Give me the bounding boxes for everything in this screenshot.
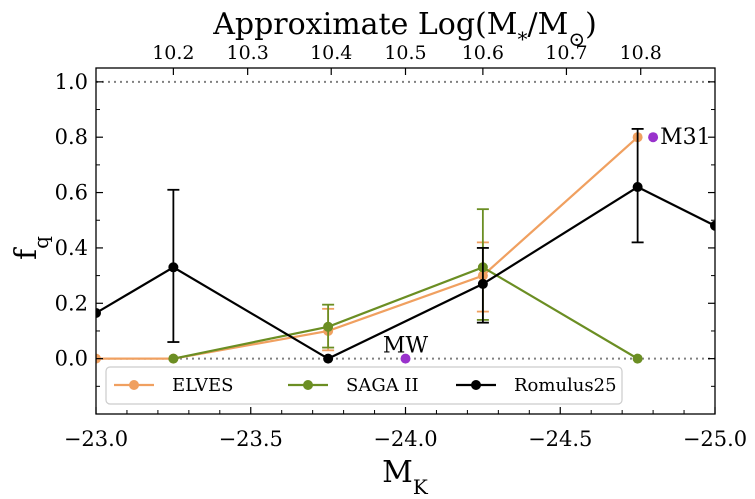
series-line-elves [96,136,639,360]
legend-marker-romulus25 [471,380,481,390]
legend-label-romulus25: Romulus25 [514,375,617,396]
top-tick-label: 10.8 [620,42,662,64]
x-tick-label: −23.5 [219,427,283,451]
y-tick-label: 0.8 [55,125,88,149]
y-tick-label: 1.0 [55,70,88,94]
annotation-label-m31: M31 [660,125,711,150]
annotation-point-m31 [648,132,659,143]
data-point-romulus25 [477,278,488,289]
series-group [96,127,715,364]
legend-box [105,366,623,405]
series-line-romulus25 [96,185,715,360]
top-tick-label: 10.7 [545,42,587,64]
x-tick-label: −24.5 [528,427,592,451]
top-tick-label: 10.2 [152,42,194,64]
annotation-label-mw: MW [383,334,429,359]
data-point-saga-ii [632,353,643,364]
series-line-saga-ii [173,266,639,360]
legend-label-elves: ELVES [172,375,233,396]
annotation-point-mw [400,353,411,364]
y-tick-label: 0.2 [55,291,88,315]
data-point-saga-ii [168,353,179,364]
data-point-romulus25 [632,182,643,193]
y-axis-title: fq [9,236,53,260]
data-point-romulus25 [168,262,179,273]
data-point-romulus25 [323,353,334,364]
x-axis-title: MK [382,455,429,499]
top-tick-label: 10.3 [226,42,268,64]
data-point-romulus25 [96,307,101,318]
top-tick-label: 10.4 [310,42,352,64]
x-tick-label: −23.0 [64,427,128,451]
top-tick-label: 10.6 [462,42,504,64]
legend-marker-saga-ii [303,380,313,390]
legend: ELVES SAGA II Romulus25 [105,366,623,405]
data-point-saga-ii [323,321,334,332]
y-tick-label: 0.0 [55,347,88,371]
top-tick-label: 10.5 [384,42,426,64]
x-tick-label: −25.0 [683,427,747,451]
y-tick-label: 0.6 [55,181,88,205]
legend-label-saga-ii: SAGA II [346,375,419,396]
x-tick-label: −24.0 [373,427,437,451]
data-point-romulus25 [710,220,715,231]
y-tick-label: 0.4 [55,236,88,260]
legend-marker-elves [129,380,139,390]
plot-area: MW M31 −23.0 −23.5 −24.0 −24.5 −25.0 0.0 0.2 0.4 0… [55,42,748,451]
